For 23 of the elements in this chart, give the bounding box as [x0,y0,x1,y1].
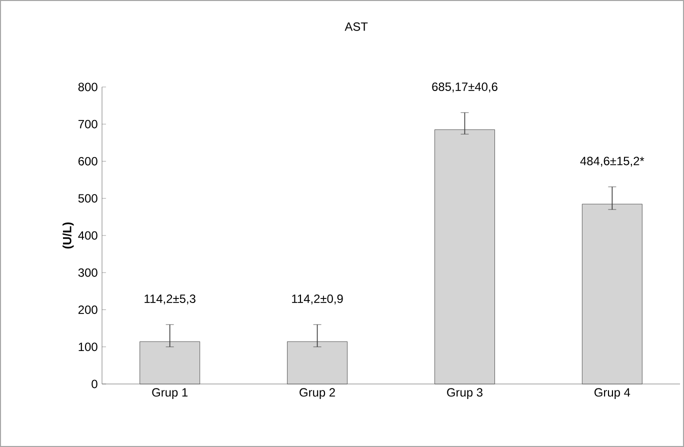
bar [287,341,348,384]
data-label: 114,2±0,9 [292,294,343,304]
y-tick-label: 600 [78,157,98,166]
x-tick-label: Grup 3 [447,388,482,399]
data-label: 114,2±5,3 [144,294,196,304]
data-label: 484,6±15,2* [580,156,644,167]
data-label: 685,17±40,6 [432,82,498,92]
x-tick-label: Grup 1 [152,388,188,399]
bar [434,129,495,384]
bar [140,341,200,384]
y-axis-title: (U/L) [62,222,74,249]
y-tick-label: 400 [78,231,98,240]
x-tick-label: Grup 2 [300,388,335,399]
bar [582,204,642,384]
y-tick-label: 300 [78,268,98,277]
y-tick-label: 200 [78,306,98,314]
y-tick-label: 0 [92,380,98,388]
x-tick-label: Grup 4 [594,388,630,399]
y-tick-label: 800 [78,82,98,92]
y-tick-label: 700 [78,120,98,128]
y-tick-label: 100 [78,342,98,352]
chart-title: AST [344,22,368,31]
y-tick-label: 500 [78,194,98,203]
